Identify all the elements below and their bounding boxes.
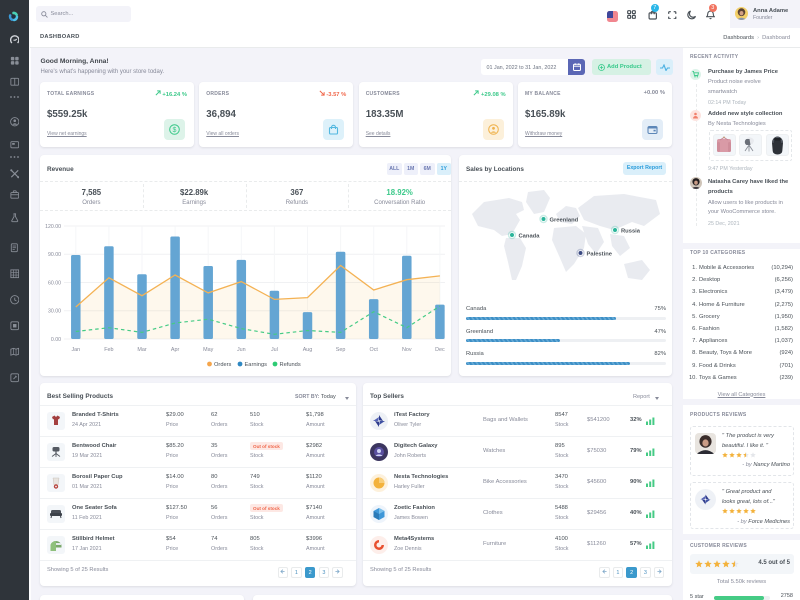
svg-text:Jul: Jul <box>271 347 278 353</box>
svg-text:Jun: Jun <box>237 347 246 353</box>
svg-text:Refunds: Refunds <box>280 362 301 368</box>
svg-text:Oct: Oct <box>370 347 379 353</box>
svg-text:Mar: Mar <box>137 347 146 353</box>
svg-text:60.00: 60.00 <box>48 281 61 287</box>
svg-text:Canada: Canada <box>519 234 541 240</box>
svg-text:0.00: 0.00 <box>51 337 61 343</box>
svg-text:Palestine: Palestine <box>587 252 613 258</box>
svg-text:120.00: 120.00 <box>45 224 61 230</box>
svg-text:Russia: Russia <box>621 229 641 235</box>
svg-text:Apr: Apr <box>171 347 180 353</box>
svg-text:Dec: Dec <box>435 347 445 353</box>
svg-text:30.00: 30.00 <box>48 309 61 315</box>
svg-text:90.00: 90.00 <box>48 252 61 258</box>
svg-text:May: May <box>203 347 213 353</box>
svg-text:Nov: Nov <box>402 347 412 353</box>
svg-text:Feb: Feb <box>104 347 113 353</box>
svg-text:Jan: Jan <box>71 347 80 353</box>
svg-text:$: $ <box>173 127 177 134</box>
svg-text:Sep: Sep <box>336 347 346 353</box>
svg-text:Greenland: Greenland <box>550 218 579 224</box>
svg-text:Orders: Orders <box>214 362 232 368</box>
svg-text:Earnings: Earnings <box>245 362 268 368</box>
svg-text:Aug: Aug <box>303 347 313 353</box>
